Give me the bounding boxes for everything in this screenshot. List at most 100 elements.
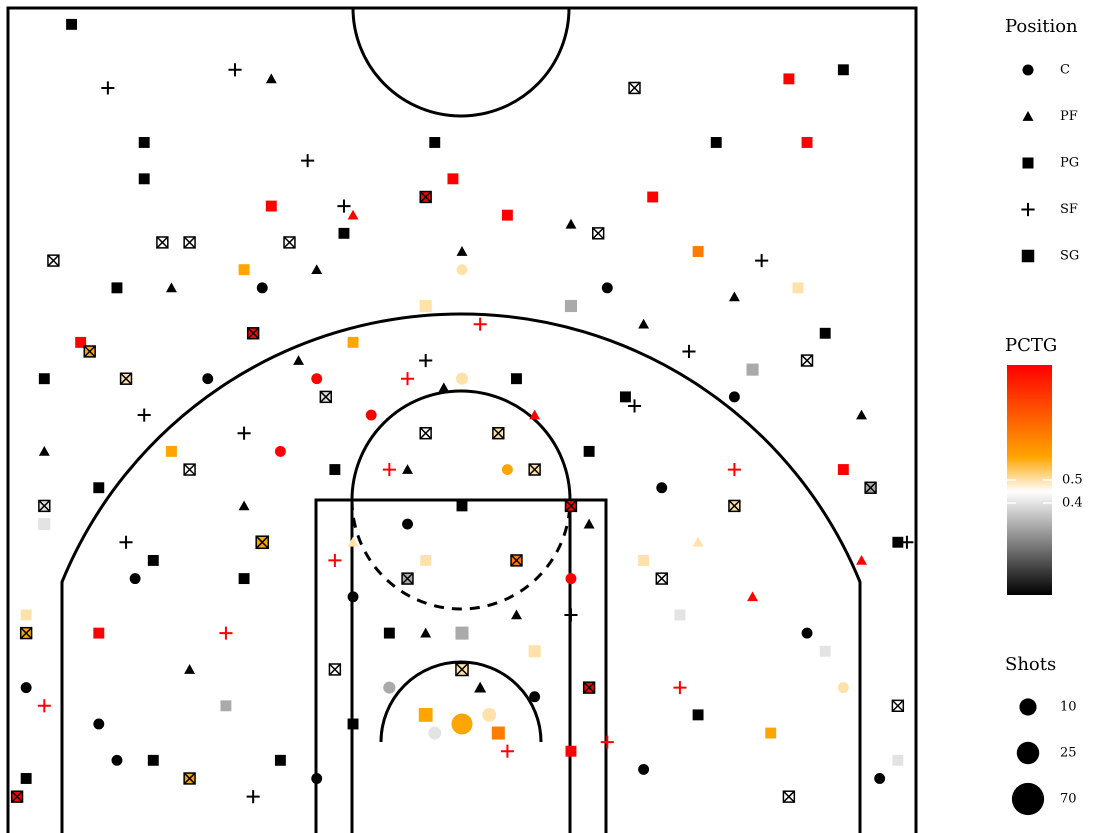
marker-triangle: [184, 664, 196, 674]
size-legend-marker: [1016, 741, 1040, 765]
marker-square: [447, 173, 459, 185]
marker-plus: [301, 154, 315, 168]
marker-plus: [1021, 202, 1035, 217]
shot-point: [401, 572, 414, 585]
size-legend-label: 70: [1060, 792, 1077, 807]
legend-title: Position: [1005, 16, 1078, 37]
marker-triangle: [347, 536, 359, 547]
marker-plus: [37, 699, 51, 713]
shot-point: [19, 626, 33, 640]
marker-square: [418, 707, 433, 722]
shot-point: [491, 726, 505, 740]
marker-square: [792, 282, 804, 294]
shot-point: [83, 345, 96, 358]
shot-point: [20, 609, 32, 621]
shot-point: [329, 464, 341, 476]
marker-circle: [455, 372, 469, 385]
shot-point: [837, 682, 849, 694]
marker-square: [892, 754, 904, 766]
shot-point: [156, 236, 169, 249]
marker-triangle: [402, 464, 413, 474]
marker-triangle: [565, 218, 577, 229]
shot-point: [184, 664, 196, 674]
marker-triangle: [265, 73, 277, 84]
shot-point: [792, 282, 804, 294]
marker-square: [1022, 157, 1034, 169]
shot-point: [892, 536, 904, 548]
marker-circle: [529, 691, 541, 703]
shot-point: [565, 218, 577, 229]
marker-square: [455, 626, 469, 640]
shot-point: [419, 299, 432, 313]
marker-triangle: [347, 209, 359, 220]
marker-square: [564, 299, 578, 313]
shot-point: [529, 409, 541, 420]
marker-x: [455, 662, 469, 677]
marker-square: [583, 445, 595, 457]
shot-point: [165, 282, 177, 293]
marker-x: [492, 427, 505, 440]
marker-square: [456, 500, 468, 512]
shot-point: [710, 137, 722, 148]
shot-point: [183, 463, 196, 476]
marker-square: [147, 754, 159, 766]
marker-square: [511, 373, 522, 385]
shot-point: [274, 754, 286, 766]
marker-plus: [246, 790, 260, 804]
shot-point: [864, 481, 877, 494]
shot-point: [511, 373, 522, 385]
marker-x: [247, 327, 260, 340]
shot-point: [311, 264, 323, 275]
marker-circle: [565, 573, 577, 585]
size-legend-marker: [1019, 698, 1037, 716]
size-legend-marker: [1011, 782, 1045, 816]
marker-triangle: [420, 627, 432, 638]
colorbar-tick-label: 0.5: [1062, 473, 1083, 488]
shot-point: [283, 236, 296, 249]
shot-point: [501, 209, 513, 221]
shot-point: [856, 409, 867, 420]
shot-point: [20, 773, 32, 784]
marker-circle: [111, 754, 123, 766]
shot-point: [246, 790, 260, 804]
marker-plus: [328, 553, 342, 567]
shot-point: [755, 254, 769, 268]
marker-x: [864, 481, 877, 494]
shot-point: [419, 427, 432, 440]
shot-point: [37, 699, 51, 713]
marker-circle: [501, 464, 513, 476]
marker-circle: [256, 282, 268, 294]
shot-point: [165, 445, 177, 457]
marker-circle: [451, 713, 473, 735]
free-throw-circle: [350, 389, 572, 501]
marker-circle: [801, 627, 813, 639]
marker-square: [265, 200, 277, 212]
shot-point: [565, 573, 577, 585]
shot-point: [728, 391, 740, 403]
shot-point: [455, 626, 469, 640]
shot-point: [10, 790, 24, 803]
shot-point: [564, 299, 578, 313]
marker-square: [783, 73, 795, 85]
shot-point: [255, 535, 270, 550]
marker-circle: [656, 482, 668, 494]
shot-point: [428, 726, 442, 740]
shot-point: [38, 499, 51, 513]
shot-point: [565, 745, 577, 757]
shot-point: [655, 572, 668, 585]
shot-point: [219, 626, 233, 640]
shot-point: [819, 645, 831, 657]
marker-x: [47, 254, 60, 267]
marker-x: [1021, 249, 1035, 263]
shot-point: [456, 246, 468, 256]
shot-point: [564, 608, 578, 622]
shot-point: [674, 609, 686, 621]
shot-point: [347, 209, 359, 220]
legend-label: C: [1060, 63, 1070, 78]
marker-square: [274, 754, 286, 766]
marker-circle: [1022, 64, 1034, 76]
shot-point: [202, 373, 214, 385]
shot-point: [429, 137, 441, 148]
shot-point: [301, 154, 315, 168]
marker-x: [401, 572, 414, 585]
